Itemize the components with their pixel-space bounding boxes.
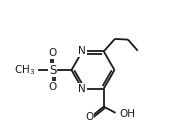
Text: O: O (49, 82, 57, 92)
Text: S: S (49, 64, 57, 76)
Text: OH: OH (119, 108, 135, 119)
Text: N: N (78, 46, 86, 56)
Text: O: O (86, 112, 94, 122)
Text: CH$_3$: CH$_3$ (14, 63, 36, 77)
Text: O: O (49, 48, 57, 58)
Text: N: N (78, 84, 86, 94)
